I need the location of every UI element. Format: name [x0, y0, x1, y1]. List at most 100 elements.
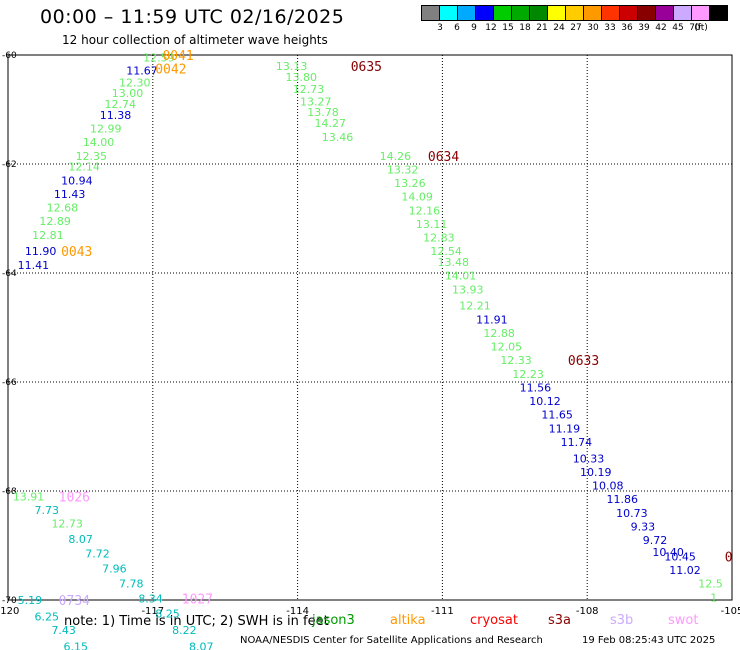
lat-tick-label: -64 [2, 269, 17, 279]
wave-height-value: 12.81 [32, 229, 64, 242]
map-frame [7, 54, 733, 601]
wave-height-value: 7.96 [102, 562, 127, 575]
wave-height-value: 10.33 [573, 452, 605, 465]
wave-height-value: 10.45 [664, 550, 696, 563]
wave-height-value: 7.73 [35, 504, 60, 517]
legend-label: 30 [587, 23, 599, 33]
satellite-jason3: jason3 [312, 613, 355, 628]
wave-height-value: 12.35 [76, 150, 108, 163]
map-title: 00:00 – 11:59 UTC 02/16/2025 [40, 6, 345, 28]
wave-height-value: 11.41 [18, 259, 50, 272]
legend-swatch [691, 5, 710, 21]
wave-height-value: 12.21 [459, 300, 491, 313]
legend-label: 15 [502, 23, 514, 33]
wave-height-value: 8.07 [189, 640, 214, 650]
wave-height-value: 12.73 [293, 83, 325, 96]
satellite-s3b: s3b [610, 613, 634, 628]
wave-height-value: 11.02 [669, 564, 701, 577]
satellite-cryosat: cryosat [470, 613, 518, 628]
generated-timestamp: 19 Feb 08:25:43 UTC 2025 [582, 635, 716, 646]
wave-height-value: 11.38 [100, 109, 132, 122]
wave-height-value: 12.89 [39, 215, 71, 228]
legend-swatch [619, 5, 638, 21]
wave-height-value: 12.83 [423, 232, 455, 245]
wave-height-value: 12.88 [483, 327, 514, 340]
wave-height-value: 13.26 [394, 177, 426, 190]
legend-swatches [421, 5, 728, 21]
wave-height-value: 14.27 [314, 117, 346, 130]
lat-tick-label: -70 [2, 596, 17, 606]
wave-height-value: 1 [710, 591, 717, 604]
wave-height-value: 12.33 [500, 354, 532, 367]
wave-height-value: 12.74 [105, 98, 136, 111]
satellite-s3a: s3a [548, 613, 572, 628]
wave-height-value: 11.43 [54, 188, 86, 201]
legend-swatch [421, 5, 440, 21]
legend-label: 12 [485, 23, 497, 33]
legend-label: 3 [437, 23, 443, 33]
wave-height-value: 14.00 [83, 136, 115, 149]
legend-labels: 3 6 9 12 15 18 21 24 27 30 33 36 39 42 45 70 (ft) [422, 21, 728, 35]
lat-tick-label: -66 [2, 378, 17, 388]
legend-label: 18 [519, 23, 531, 33]
pass-time-label: 0041 [162, 49, 193, 64]
wave-height-value: 12.5 [698, 578, 723, 591]
lat-tick-label: -62 [2, 160, 17, 170]
legend-swatch [511, 5, 530, 21]
wave-height-value: 10.12 [529, 395, 561, 408]
lat-tick-label: -68 [2, 487, 17, 497]
wave-height-value: 11.86 [607, 493, 639, 506]
wave-height-value: 13.91 [13, 490, 45, 503]
pass-time-label: 0734 [59, 594, 90, 609]
legend-swatch [529, 5, 548, 21]
legend-label: 33 [604, 23, 616, 33]
legend-label: 70 [689, 23, 701, 33]
wave-height-value: 12.30 [119, 76, 151, 89]
wave-height-value: 10.94 [61, 174, 93, 187]
wave-height-value: 11.65 [541, 409, 573, 422]
lon-tick-label: -108 [576, 606, 599, 617]
legend-label: 24 [553, 23, 565, 33]
legend-label: 6 [454, 23, 460, 33]
wave-height-value: 12.99 [90, 123, 122, 136]
wave-height-value: 8.07 [68, 533, 93, 546]
legend-swatch [439, 5, 458, 21]
wave-height-value: 13.11 [416, 218, 448, 231]
map-subtitle: 12 hour collection of altimeter wave hei… [62, 33, 328, 47]
pass-time-label: 1026 [59, 490, 90, 505]
wave-height-value: 12.59 [143, 52, 175, 65]
wave-height-value: 13.48 [438, 256, 470, 269]
wave-height-value: 13.00 [112, 87, 144, 100]
wave-height-value: 11.90 [25, 245, 57, 258]
pass-time-label: 0635 [351, 60, 382, 75]
wave-height-value: 5.19 [18, 594, 43, 607]
pass-time-label: 0043 [61, 245, 92, 260]
legend-label: 36 [621, 23, 633, 33]
pass-time-label: 1027 [182, 592, 213, 607]
legend-swatch [547, 5, 566, 21]
lon-tick-label: -114 [286, 606, 309, 617]
wave-height-value: 7.78 [119, 578, 144, 591]
legend-unit: (ft) [694, 23, 708, 33]
legend-swatch [673, 5, 692, 21]
wave-height-value: 10.73 [616, 507, 648, 520]
legend-swatch [457, 5, 476, 21]
wave-height-value: 13.80 [286, 71, 318, 84]
lon-tick-label: -111 [431, 606, 454, 617]
legend-swatch [709, 5, 728, 21]
wave-height-value: 9.72 [643, 534, 668, 547]
wave-height-value: 12.05 [491, 341, 522, 354]
legend-swatch [601, 5, 620, 21]
wave-height-value: 13.78 [307, 106, 339, 119]
legend-swatch [493, 5, 512, 21]
legend-swatch [475, 5, 494, 21]
legend-label: 45 [672, 23, 684, 33]
credit-text: NOAA/NESDIS Center for Satellite Applica… [240, 635, 543, 646]
wave-height-value: 8.34 [138, 592, 163, 605]
wave-height-value: 13.32 [387, 163, 419, 176]
legend-label: 9 [471, 23, 477, 33]
wave-height-value: 11.91 [476, 313, 508, 326]
wave-height-value: 11.56 [520, 381, 552, 394]
satellite-altika: altika [390, 613, 426, 628]
legend-swatch [655, 5, 674, 21]
